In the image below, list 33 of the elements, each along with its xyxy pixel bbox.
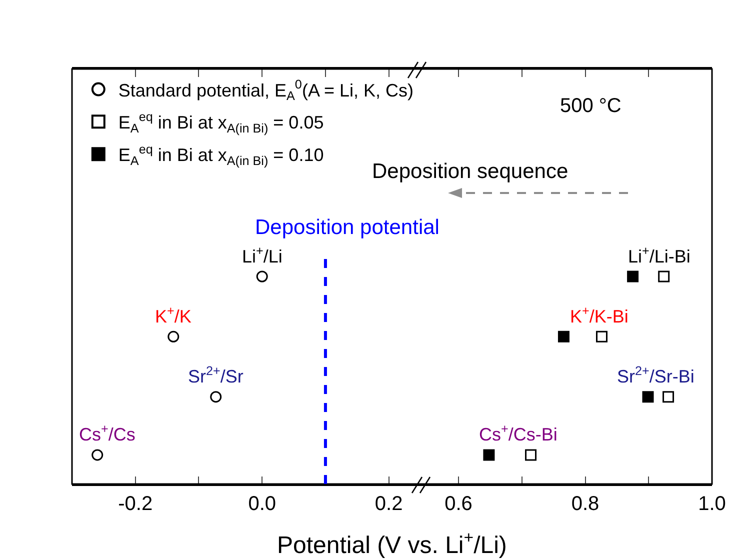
point (642, 391, 654, 403)
text: Deposition sequence (372, 160, 568, 183)
annotation: Sr$^{2+}$/Sr (188, 364, 244, 387)
point (92, 449, 104, 461)
annotation: K$^{+}$/K-Bi (570, 304, 628, 327)
x-tick-label: 0.2 (374, 492, 403, 515)
annotation: Cs$^{+}$/Cs (79, 422, 136, 445)
x-axis-title: Potential (V vs. Li$^{+}$/Li) (277, 528, 507, 560)
point (483, 449, 495, 461)
annotation: Li$^{+}$/Li (242, 244, 282, 267)
legend-label: Standard potential, E$_{A}$$^{0}$(A = Li, K, Cs) (118, 78, 414, 104)
point (658, 270, 670, 282)
x-tick-label: 0.8 (571, 492, 600, 515)
annotation: K$^{+}$/K (155, 304, 192, 327)
x-tick-label: 1.0 (698, 492, 726, 515)
point (627, 270, 639, 282)
point (596, 330, 608, 342)
x-tick-label: 0.6 (444, 492, 472, 515)
point (210, 391, 222, 403)
point (662, 391, 674, 403)
legend-label: E$_{A}$$^{eq}$ in Bi at x$_{A(in Bi)}$ = 0.10 (118, 142, 324, 168)
text: 500 °C (560, 95, 622, 117)
annotation: Sr$^{2+}$/Sr-Bi (617, 364, 694, 387)
point (256, 270, 268, 282)
annotation: Cs$^{+}$/Cs-Bi (479, 422, 558, 445)
legend-label: E$_{A}$$^{eq}$ in Bi at x$_{A(in Bi)}$ = 0.05 (118, 110, 324, 136)
point (168, 330, 180, 342)
annotation: Li$^{+}$/Li-Bi (628, 244, 690, 267)
point (558, 330, 570, 342)
ref-line-label: Deposition potential (255, 216, 440, 239)
x-tick-label: 0.0 (248, 492, 276, 515)
point (525, 449, 537, 461)
x-tick-label: -0.2 (118, 492, 153, 515)
